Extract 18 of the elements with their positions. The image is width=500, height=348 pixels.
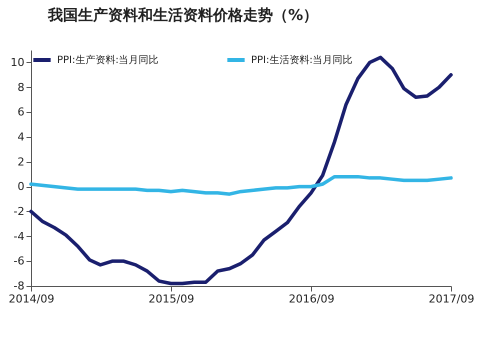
y-tick-label: -8 <box>14 280 24 292</box>
chart-title: 我国生产资料和生活资料价格走势（%） <box>47 6 318 24</box>
line-series <box>29 174 453 196</box>
y-tick-label: 10 <box>10 56 24 69</box>
y-tick-label: 6 <box>18 106 24 119</box>
x-tick-label: 2017/09 <box>428 292 474 306</box>
y-tick-label: 8 <box>18 80 24 94</box>
y-tick-label: -2 <box>14 204 24 218</box>
x-tick-label: 2016/09 <box>288 292 334 306</box>
legend-label: PPI:生产资料:当月同比 <box>57 54 159 66</box>
legend-label: PPI:生活资料:当月同比 <box>251 54 353 66</box>
y-tick-label: -6 <box>14 254 24 268</box>
y-tick-label: 4 <box>18 130 24 144</box>
y-tick-label: -4 <box>14 230 24 243</box>
x-tick-label: 2014/09 <box>8 292 54 306</box>
y-tick-label: 2 <box>18 155 24 168</box>
x-tick-label: 2015/09 <box>148 292 194 306</box>
y-tick-label: 0 <box>18 180 24 194</box>
